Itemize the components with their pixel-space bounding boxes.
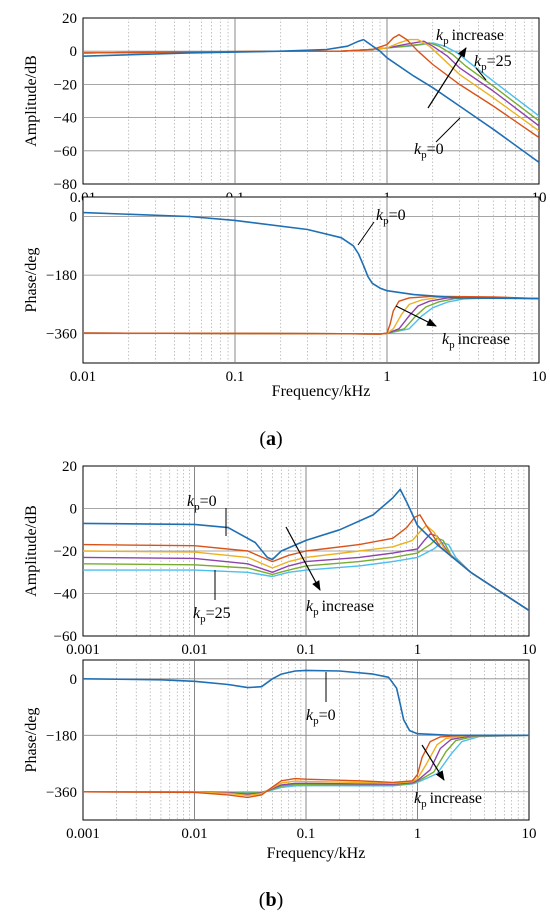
x-tick-label: 0.01 [181,642,207,658]
series-line-kp [83,734,529,799]
y-axis-label: Phase/deg [23,248,40,313]
series-group [83,488,529,612]
y-tick-label: 20 [62,11,77,27]
annotations-b-amp: kp=0 kp=25 kp increase [187,493,374,625]
x-axis-label: Frequency/kHz [272,383,371,400]
panel-b-phase: 0 −180 −360 0.001 0.01 0.1 1 10 Phase/deg Frequen… [23,659,537,862]
x-tick-label: 0.001 [66,826,100,842]
annotations-a-amp: kp increase kp=25 kp=0 [414,27,512,161]
x-tick-label: 0.1 [297,642,316,658]
y-tick-label: −80 [54,177,77,193]
annotations-a-phase: kp=0 kp increase [357,207,510,351]
y-tick-label: −180 [46,728,77,744]
caption-b: (b) [259,889,283,911]
series-line-kp [83,734,529,794]
y-tick-label: −60 [54,144,77,160]
panel-b-amplitude: 20 0 −20 −40 −600.001 0.01 0.1 1 10 Amplitude/dB [23,459,537,658]
x-tick-label: 0.1 [226,369,245,385]
y-tick-label: −20 [54,544,77,560]
series-group [83,33,539,164]
x-tick-label: 10 [532,369,547,385]
arrow-kp-increase-a-phase [395,305,437,327]
y-tick-label: −40 [54,111,77,127]
series-line-kp [83,524,529,612]
x-tick-label: 0.01 [181,826,207,842]
label-kp0-b-phase: kp=0 [306,707,336,727]
series-line-kp [83,734,529,795]
label-kp0-a-amp: kp=0 [414,141,444,161]
y-tick-label: 0 [70,502,78,518]
label-kp-increase-a-phase: kp increase [442,331,510,351]
arrow-kp-increase-b-amp [285,526,321,591]
x-tick-label: 1 [414,642,422,658]
label-kp0-a-phase: kp=0 [376,207,406,227]
plot-frame [82,17,540,185]
y-tick-label: −360 [46,785,77,801]
y-tick-label: 0 [70,672,78,688]
series-line-kp [83,514,529,612]
series-line-kp [83,541,529,612]
y-tick-label: −180 [46,268,77,284]
leader-kp25-a [475,67,487,81]
series-group [83,669,529,799]
plot-frame [82,196,540,364]
panel-a-phase: 0 −180 −360 0.01 0.1 1 10 Phase/deg Frequency/kH… [23,196,547,400]
leader-kp0-a-phase [357,221,375,246]
series-line-kp [83,295,539,335]
x-tick-label: 10 [522,826,537,842]
label-kp25-b: kp=25 [193,605,231,625]
label-kp-increase-b-amp: kp increase [306,598,374,618]
series-line-kp0 [83,669,529,737]
y-tick-label: −20 [54,77,77,93]
y-tick-label: 0 [70,210,78,226]
annotations-b-phase: kp=0 kp increase [306,672,482,810]
arrow-kp-increase-a-amp [427,47,467,109]
x-tick-label: 10 [522,642,537,658]
arrow-kp-increase-b-phase [421,744,445,781]
label-kp-increase-b-phase: kp increase [414,790,482,810]
series-line-kp [83,537,529,612]
series-line-kp [83,33,539,139]
x-tick-label: 0.01 [70,369,96,385]
y-tick-label: −360 [46,327,77,343]
x-tick-label: 0.001 [66,642,100,658]
x-tick-label: 1 [414,826,422,842]
leader-kp0-a-amp [435,117,461,143]
y-axis-label: Amplitude/dB [23,505,40,597]
label-kp-increase-a-amp: kp increase [436,27,504,47]
label-kp0-b-amp: kp=0 [187,493,217,513]
y-tick-label: −40 [54,587,77,603]
series-line-kp [83,734,529,797]
y-tick-label: 20 [62,459,77,475]
y-tick-label: 0 [70,44,78,60]
x-tick-label: 0.1 [297,826,316,842]
series-line-kp0 [83,488,529,612]
series-line-kp [83,533,529,612]
caption-a: (a) [259,428,282,450]
x-tick-label: 1 [383,369,391,385]
y-axis-label: Amplitude/dB [23,55,40,147]
x-axis-label: Frequency/kHz [267,845,366,862]
label-kp25-a: kp=25 [474,53,512,73]
series-line-kp0 [83,38,539,164]
y-axis-label: Phase/deg [23,708,40,773]
series-line-kp0 [83,211,539,300]
y-tick-label: −60 [54,629,77,645]
